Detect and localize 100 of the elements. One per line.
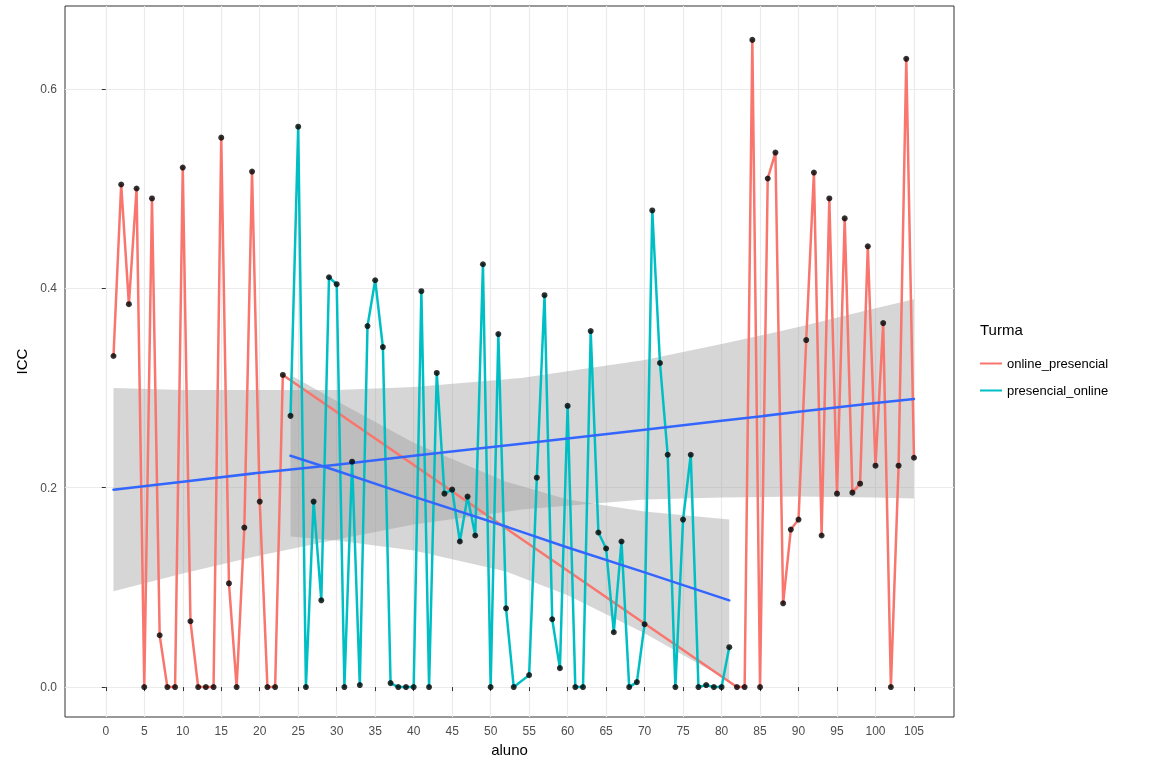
point: [379, 344, 386, 351]
point: [834, 490, 841, 497]
point: [349, 458, 356, 465]
point: [295, 123, 302, 130]
point: [649, 207, 656, 214]
point: [849, 489, 856, 496]
point: [210, 684, 217, 691]
point: [710, 684, 717, 691]
point: [395, 684, 402, 691]
point: [387, 680, 394, 687]
x-tick-label: 10: [176, 724, 190, 738]
point: [479, 261, 486, 268]
point: [772, 149, 779, 156]
point: [356, 682, 363, 689]
legend-label: online_presencial: [1007, 356, 1109, 371]
point: [326, 274, 333, 281]
point: [364, 323, 371, 330]
y-tick-label: 0.0: [40, 680, 58, 695]
point: [225, 580, 232, 587]
point: [626, 684, 633, 691]
x-tick-label: 85: [753, 724, 768, 738]
x-tick-label: 60: [560, 724, 575, 738]
x-tick-label: 0: [102, 724, 110, 738]
point: [402, 684, 409, 691]
point: [880, 320, 887, 327]
point: [603, 545, 610, 552]
point: [533, 474, 540, 481]
point: [587, 328, 594, 335]
point: [156, 632, 163, 639]
x-tick-label: 25: [291, 724, 306, 738]
x-tick-label: 35: [368, 724, 383, 738]
y-axis-title: ICC: [13, 348, 31, 375]
point: [456, 538, 463, 545]
x-tick-label: 95: [830, 724, 844, 738]
point: [641, 621, 648, 628]
point: [179, 164, 186, 171]
point: [857, 480, 864, 487]
point: [749, 36, 756, 43]
point: [726, 644, 733, 651]
point: [610, 629, 617, 636]
point: [526, 672, 533, 679]
point: [318, 597, 325, 604]
point: [633, 679, 640, 686]
point: [818, 532, 825, 539]
point: [864, 243, 871, 250]
point: [110, 353, 117, 360]
x-tick-label: 45: [445, 724, 460, 738]
point: [741, 684, 748, 691]
point: [618, 538, 625, 545]
x-tick-label: 70: [637, 724, 652, 738]
point: [580, 684, 587, 691]
point: [541, 292, 548, 299]
point: [118, 181, 125, 188]
point: [687, 451, 694, 458]
x-tick-label: 80: [714, 724, 729, 738]
point: [503, 605, 510, 612]
y-tick-label: 0.4: [40, 281, 58, 296]
point: [556, 665, 563, 672]
point: [695, 684, 702, 691]
point: [279, 371, 286, 378]
point: [780, 600, 787, 607]
point: [302, 684, 309, 691]
point: [172, 684, 179, 691]
x-tick-label: 5: [140, 724, 148, 738]
point: [218, 134, 225, 141]
point: [672, 684, 679, 691]
point: [810, 169, 817, 176]
point: [733, 684, 740, 691]
point: [841, 215, 848, 222]
point: [910, 454, 917, 461]
x-tick-label: 40: [406, 724, 421, 738]
point: [202, 684, 209, 691]
x-tick-label: 105: [903, 724, 925, 738]
point: [795, 516, 802, 523]
point: [787, 526, 794, 533]
point: [310, 498, 317, 505]
point: [703, 682, 710, 689]
point: [333, 281, 340, 288]
point: [187, 618, 194, 625]
y-tick-label: 0.6: [40, 81, 58, 96]
point: [233, 684, 240, 691]
point: [549, 616, 556, 623]
x-tick-label: 100: [865, 724, 886, 738]
x-tick-label: 15: [214, 724, 229, 738]
point: [125, 301, 132, 308]
point: [372, 277, 379, 284]
point: [441, 490, 448, 497]
x-tick-label: 75: [676, 724, 691, 738]
x-tick-label: 50: [483, 724, 498, 738]
point: [426, 684, 433, 691]
point: [803, 337, 810, 344]
y-tick-label: 0.2: [40, 480, 58, 495]
point: [872, 462, 879, 469]
point: [341, 684, 348, 691]
point: [449, 486, 456, 493]
point: [887, 684, 894, 691]
point: [664, 451, 671, 458]
point: [148, 195, 155, 202]
x-axis-title: aluno: [491, 740, 528, 758]
legend-title: Turma: [980, 321, 1024, 338]
